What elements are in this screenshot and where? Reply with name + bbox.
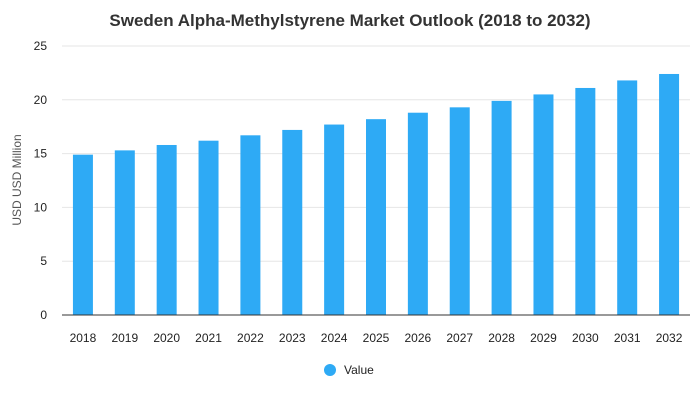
x-tick-label: 2029 [530,331,557,345]
legend-marker [324,364,336,376]
bar-2023[interactable] [282,129,303,315]
bar-2025[interactable] [366,119,386,315]
bar-2028[interactable] [491,100,512,315]
bar-2018[interactable] [72,154,93,315]
y-tick-label: 15 [34,147,48,161]
bar-2030[interactable] [575,87,596,316]
y-tick-label: 10 [34,200,48,214]
bar-2032[interactable] [659,73,680,315]
bar-2029[interactable] [533,94,554,315]
x-tick-label: 2031 [614,331,641,345]
bar-2019[interactable] [114,150,135,315]
legend[interactable]: Value [324,363,374,377]
bar-2027[interactable] [449,107,470,315]
x-tick-label: 2026 [405,331,432,345]
y-axis-label: USD USD Million [10,134,24,225]
x-tick-label: 2024 [321,331,348,345]
bar-2026[interactable] [407,112,428,315]
x-tick-label: 2019 [111,331,138,345]
bars [72,73,680,316]
x-tick-label: 2028 [488,331,515,345]
bar-2024[interactable] [324,124,345,315]
chart-title: Sweden Alpha-Methylstyrene Market Outloo… [109,11,590,30]
y-tick-label: 25 [34,39,48,53]
x-tick-label: 2025 [363,331,390,345]
x-tick-label: 2022 [237,331,264,345]
x-tick-label: 2020 [153,331,180,345]
y-tick-label: 20 [34,93,48,107]
bar-2020[interactable] [156,144,177,315]
y-axis-ticks: 0 5 10 15 20 25 [34,39,48,322]
bar-2022[interactable] [240,135,261,315]
legend-label: Value [344,363,374,377]
bar-2031[interactable] [617,80,638,315]
x-tick-label: 2030 [572,331,599,345]
x-tick-label: 2023 [279,331,306,345]
x-axis-ticks: 2018 2019 2020 2021 2022 2023 2024 2025 2026 2027… [70,331,683,345]
x-tick-label: 2032 [656,331,683,345]
x-tick-label: 2021 [195,331,222,345]
x-tick-label: 2027 [446,331,473,345]
y-tick-label: 0 [40,308,47,322]
x-tick-label: 2018 [70,331,97,345]
bar-2021[interactable] [198,140,219,315]
y-tick-label: 5 [40,254,47,268]
